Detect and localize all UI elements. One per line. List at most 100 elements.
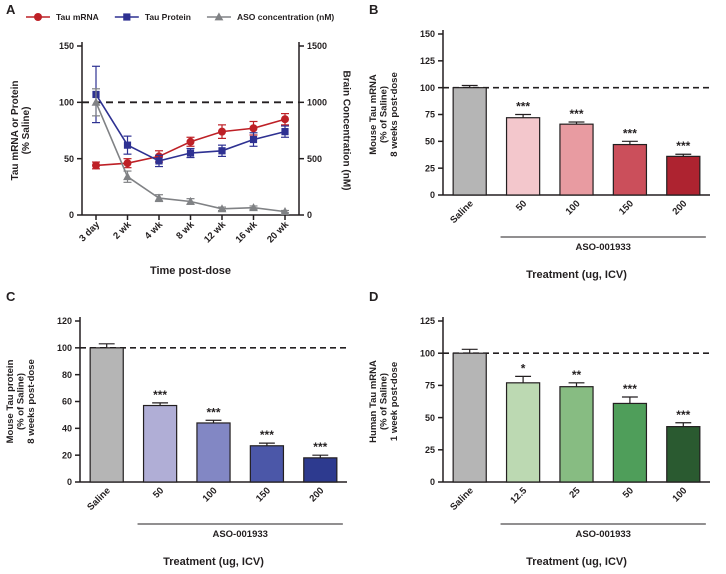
legend-label: Tau Protein bbox=[145, 12, 191, 22]
y-tick-label: 50 bbox=[425, 137, 435, 147]
triangle-marker-icon bbox=[91, 97, 101, 106]
significance-stars: *** bbox=[676, 139, 690, 153]
panel-c-letter: C bbox=[6, 289, 16, 304]
panel-c: C 0 20 40 60 80 100 120 Saline *** 50 *** 100 *** 150… bbox=[0, 287, 363, 574]
series-tau-protein bbox=[92, 65, 289, 168]
x-axis-title: Treatment (ug, ICV) bbox=[163, 556, 264, 568]
y-tick-label: 75 bbox=[425, 381, 435, 391]
panel-d: D 0 25 50 75 100 125 Saline * 12.5 ** 25 *** 50 *** 10… bbox=[363, 287, 726, 574]
square-marker-icon bbox=[155, 157, 163, 165]
x-tick-label: 2 wk bbox=[111, 219, 134, 242]
square-marker-icon bbox=[186, 149, 195, 157]
axis-label: Mouse Tau mRNA(% of Saline)8 weeks post-… bbox=[368, 72, 400, 156]
x-axis-title: Treatment (ug, ICV) bbox=[526, 556, 627, 568]
circle-marker-icon bbox=[123, 159, 132, 168]
triangle-marker-icon bbox=[123, 172, 132, 181]
x-tick-label: 50 bbox=[151, 485, 166, 500]
bar-100: *** bbox=[559, 107, 594, 196]
legend-label: Tau mRNA bbox=[56, 12, 99, 22]
right-tick-label: 0 bbox=[307, 210, 312, 220]
y-tick-label: 75 bbox=[425, 110, 435, 120]
x-axis-title: Time post-dose bbox=[150, 265, 231, 277]
significance-stars: ** bbox=[572, 368, 582, 382]
x-tick-label: 12 wk bbox=[202, 219, 229, 246]
panel-a: A 0 50 100 150 0 500 1000 1500 3 day 2 wk 4 wk 8 wk… bbox=[0, 0, 363, 287]
x-tick-label: Saline bbox=[85, 485, 113, 513]
bar-Saline bbox=[452, 348, 487, 483]
panel-c-bar-chart: 0 20 40 60 80 100 120 Saline *** 50 *** 100 *** 150 **… bbox=[5, 316, 347, 568]
left-tick-label: 100 bbox=[59, 98, 74, 108]
bar-Saline bbox=[89, 343, 124, 483]
x-tick-label: 8 wk bbox=[174, 219, 197, 242]
panel-b-letter: B bbox=[369, 2, 379, 17]
x-tick-label: Saline bbox=[448, 198, 476, 226]
circle-marker-icon bbox=[218, 127, 226, 136]
y-tick-label: 125 bbox=[420, 56, 435, 66]
significance-stars: *** bbox=[516, 100, 530, 114]
group-label: ASO-001933 bbox=[575, 242, 630, 253]
x-tick-label: 25 bbox=[567, 485, 583, 501]
legend-item-triangle: ASO concentration (nM) bbox=[206, 12, 334, 22]
square-marker-icon bbox=[123, 141, 132, 149]
y-tick-label: 0 bbox=[430, 477, 435, 487]
x-tick-label: 100 bbox=[201, 485, 220, 504]
triangle-marker-icon bbox=[186, 196, 195, 205]
y-tick-label: 25 bbox=[425, 163, 435, 173]
y-tick-label: 150 bbox=[420, 29, 435, 39]
y-tick-label: 100 bbox=[420, 348, 435, 358]
axis-label: Mouse Tau protein(% of Saline)8 weeks po… bbox=[5, 359, 37, 443]
circle-marker-icon bbox=[92, 161, 100, 170]
x-tick-label: 200 bbox=[670, 198, 689, 217]
panel-b-bar-chart: 0 25 50 75 100 125 150 Saline *** 50 *** 100 *** 150 *… bbox=[368, 29, 710, 281]
right-tick-label: 1500 bbox=[307, 41, 327, 51]
bar-50: *** bbox=[612, 382, 648, 483]
bar-50: *** bbox=[505, 100, 541, 196]
square-marker-icon bbox=[281, 128, 289, 136]
bar-200: *** bbox=[666, 139, 701, 196]
bar-200: *** bbox=[303, 440, 338, 483]
y-tick-label: 50 bbox=[425, 413, 435, 423]
y-tick-label: 60 bbox=[62, 397, 72, 407]
x-tick-label: 20 wk bbox=[265, 219, 292, 246]
circle-marker-icon bbox=[34, 13, 42, 21]
significance-stars: *** bbox=[623, 126, 637, 140]
bar-Saline bbox=[452, 84, 487, 196]
panel-d-letter: D bbox=[369, 289, 379, 304]
x-tick-label: 12.5 bbox=[508, 485, 529, 506]
circle-marker-icon bbox=[249, 124, 258, 133]
panel-b: B 0 25 50 75 100 125 150 Saline *** 50 *** 100 *** 15… bbox=[363, 0, 726, 287]
y-tick-label: 0 bbox=[430, 190, 435, 200]
left-tick-label: 0 bbox=[69, 210, 74, 220]
group-label: ASO-001933 bbox=[212, 529, 267, 540]
legend-label: ASO concentration (nM) bbox=[237, 12, 334, 22]
x-tick-label: 16 wk bbox=[234, 219, 261, 246]
legend-item-circle: Tau mRNA bbox=[26, 12, 99, 22]
significance-stars: *** bbox=[623, 382, 637, 396]
right-tick-label: 1000 bbox=[307, 98, 327, 108]
x-axis-title: Treatment (ug, ICV) bbox=[526, 269, 627, 281]
significance-stars: *** bbox=[260, 428, 274, 442]
significance-stars: *** bbox=[313, 440, 327, 454]
axis-label: Human Tau mRNA(% of Saline)1 week post-d… bbox=[368, 360, 400, 443]
right-tick-label: 500 bbox=[307, 154, 322, 164]
y-tick-label: 120 bbox=[57, 316, 72, 326]
y-tick-label: 40 bbox=[62, 424, 72, 434]
triangle-marker-icon bbox=[280, 207, 290, 216]
x-tick-label: 50 bbox=[621, 485, 636, 500]
left-tick-label: 50 bbox=[64, 154, 74, 164]
triangle-marker-icon bbox=[154, 193, 164, 202]
significance-stars: *** bbox=[206, 405, 220, 419]
y-tick-label: 125 bbox=[420, 316, 435, 326]
bar-100: *** bbox=[196, 405, 231, 483]
significance-stars: * bbox=[521, 361, 526, 375]
panel-d-bar-chart: 0 25 50 75 100 125 Saline * 12.5 ** 25 *** 50 *** 100 A… bbox=[368, 316, 710, 568]
panel-a-letter: A bbox=[6, 2, 16, 17]
y-tick-label: 25 bbox=[425, 445, 435, 455]
bar-25: ** bbox=[559, 368, 594, 483]
square-marker-icon bbox=[218, 147, 226, 155]
significance-stars: *** bbox=[153, 388, 167, 402]
left-tick-label: 150 bbox=[59, 41, 74, 51]
x-tick-label: 100 bbox=[564, 198, 583, 217]
